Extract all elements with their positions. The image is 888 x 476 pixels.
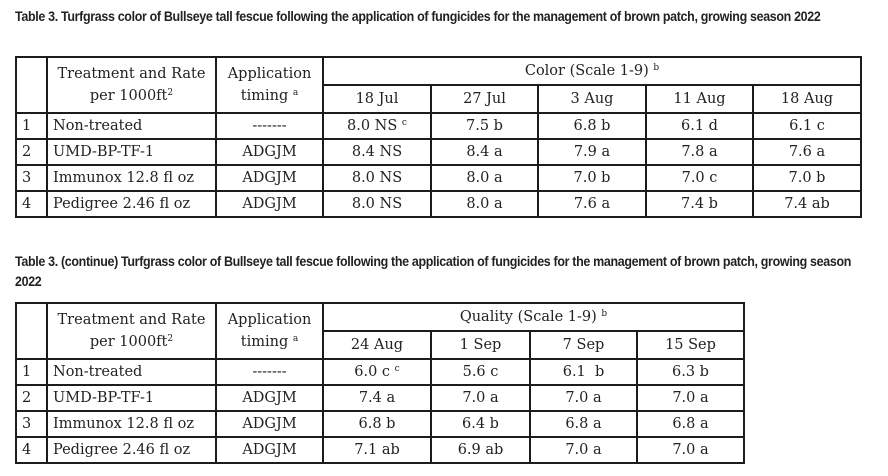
value-cell: 7.1 ab [322, 436, 432, 464]
date-header: 11 Aug [645, 84, 754, 114]
table-row: 2 UMD-BP-TF-1 ADGJM 7.4 a 7.0 a 7.0 a 7.… [15, 384, 745, 412]
date-header: 27 Jul [430, 84, 539, 114]
value-cell: 7.4 ab [752, 190, 862, 218]
date-header: 3 Aug [537, 84, 647, 114]
table-row: 4 Pedigree 2.46 fl oz ADGJM 7.1 ab 6.9 a… [15, 436, 745, 464]
row-number: 4 [15, 436, 48, 464]
value-cell: 8.0 NS c [322, 112, 432, 140]
quality-table: Treatment and Rate per 1000ft2 Applicatio… [15, 302, 745, 464]
row-number: 2 [15, 384, 48, 412]
row-number-header [15, 302, 48, 360]
value-cell: 6.8 b [537, 112, 647, 140]
value-cell: 6.4 b [430, 410, 531, 438]
table-row: 1 Non-treated ------- 8.0 NS c 7.5 b 6.8… [15, 112, 862, 140]
treatment-cell: Immunox 12.8 fl oz [46, 164, 217, 192]
table-row: 4 Pedigree 2.46 fl oz ADGJM 8.0 NS 8.0 a… [15, 190, 862, 218]
row-number: 4 [15, 190, 48, 218]
value-cell: 7.6 a [537, 190, 647, 218]
row-number: 2 [15, 138, 48, 166]
value-cell: 6.8 a [529, 410, 638, 438]
color-group-header: Color (Scale 1-9) b [322, 56, 862, 86]
value-cell: 7.0 b [752, 164, 862, 192]
date-header: 15 Sep [636, 330, 745, 360]
value-cell: 6.1 b [529, 358, 638, 386]
timing-header: Application timing a [215, 302, 324, 360]
value-cell: 7.0 a [529, 436, 638, 464]
date-header: 24 Aug [322, 330, 432, 360]
date-header: 18 Jul [322, 84, 432, 114]
treatment-cell: Non-treated [46, 112, 217, 140]
value-cell: 7.9 a [537, 138, 647, 166]
value-cell: 7.4 b [645, 190, 754, 218]
timing-cell: ADGJM [215, 138, 324, 166]
table-row: 1 Non-treated ------- 6.0 c c 5.6 c 6.1 … [15, 358, 745, 386]
row-number: 3 [15, 410, 48, 438]
treatment-cell: Pedigree 2.46 fl oz [46, 436, 217, 464]
row-number-header [15, 56, 48, 114]
value-cell: 6.1 d [645, 112, 754, 140]
value-cell: 6.8 a [636, 410, 745, 438]
treatment-cell: Non-treated [46, 358, 217, 386]
value-cell: 7.0 b [537, 164, 647, 192]
value-cell: 8.0 NS [322, 190, 432, 218]
value-cell: 7.0 a [636, 436, 745, 464]
timing-cell: ------- [215, 358, 324, 386]
value-cell: 6.8 b [322, 410, 432, 438]
value-cell: 7.6 a [752, 138, 862, 166]
treatment-cell: UMD-BP-TF-1 [46, 384, 217, 412]
treatment-cell: UMD-BP-TF-1 [46, 138, 217, 166]
treatment-header: Treatment and Rate per 1000ft2 [46, 302, 217, 360]
color-table: Treatment and Rate per 1000ft2 Applicatio… [15, 56, 862, 218]
row-number: 1 [15, 112, 48, 140]
table1-caption: Table 3. Turfgrass color of Bullseye tal… [15, 9, 821, 24]
row-number: 1 [15, 358, 48, 386]
table-row: 3 Immunox 12.8 fl oz ADGJM 6.8 b 6.4 b 6… [15, 410, 745, 438]
value-cell: 7.0 a [430, 384, 531, 412]
timing-cell: ADGJM [215, 164, 324, 192]
row-number: 3 [15, 164, 48, 192]
treatment-cell: Immunox 12.8 fl oz [46, 410, 217, 438]
value-cell: 8.0 a [430, 164, 539, 192]
quality-group-header: Quality (Scale 1-9) b [322, 302, 745, 332]
timing-cell: ------- [215, 112, 324, 140]
timing-cell: ADGJM [215, 410, 324, 438]
table-row: 3 Immunox 12.8 fl oz ADGJM 8.0 NS 8.0 a … [15, 164, 862, 192]
value-cell: 7.0 a [636, 384, 745, 412]
value-cell: 8.0 NS [322, 164, 432, 192]
value-cell: 5.6 c [430, 358, 531, 386]
timing-header: Application timing a [215, 56, 324, 114]
timing-cell: ADGJM [215, 384, 324, 412]
value-cell: 7.5 b [430, 112, 539, 140]
value-cell: 6.1 c [752, 112, 862, 140]
value-cell: 7.0 a [529, 384, 638, 412]
date-header: 1 Sep [430, 330, 531, 360]
value-cell: 7.4 a [322, 384, 432, 412]
date-header: 18 Aug [752, 84, 862, 114]
value-cell: 8.0 a [430, 190, 539, 218]
value-cell: 6.9 ab [430, 436, 531, 464]
value-cell: 7.8 a [645, 138, 754, 166]
value-cell: 8.4 NS [322, 138, 432, 166]
timing-cell: ADGJM [215, 190, 324, 218]
table2-caption: Table 3. (continue) Turfgrass color of B… [15, 254, 852, 289]
date-header: 7 Sep [529, 330, 638, 360]
table-row: 2 UMD-BP-TF-1 ADGJM 8.4 NS 8.4 a 7.9 a 7… [15, 138, 862, 166]
treatment-cell: Pedigree 2.46 fl oz [46, 190, 217, 218]
value-cell: 7.0 c [645, 164, 754, 192]
timing-cell: ADGJM [215, 436, 324, 464]
value-cell: 6.3 b [636, 358, 745, 386]
treatment-header: Treatment and Rate per 1000ft2 [46, 56, 217, 114]
value-cell: 6.0 c c [322, 358, 432, 386]
value-cell: 8.4 a [430, 138, 539, 166]
